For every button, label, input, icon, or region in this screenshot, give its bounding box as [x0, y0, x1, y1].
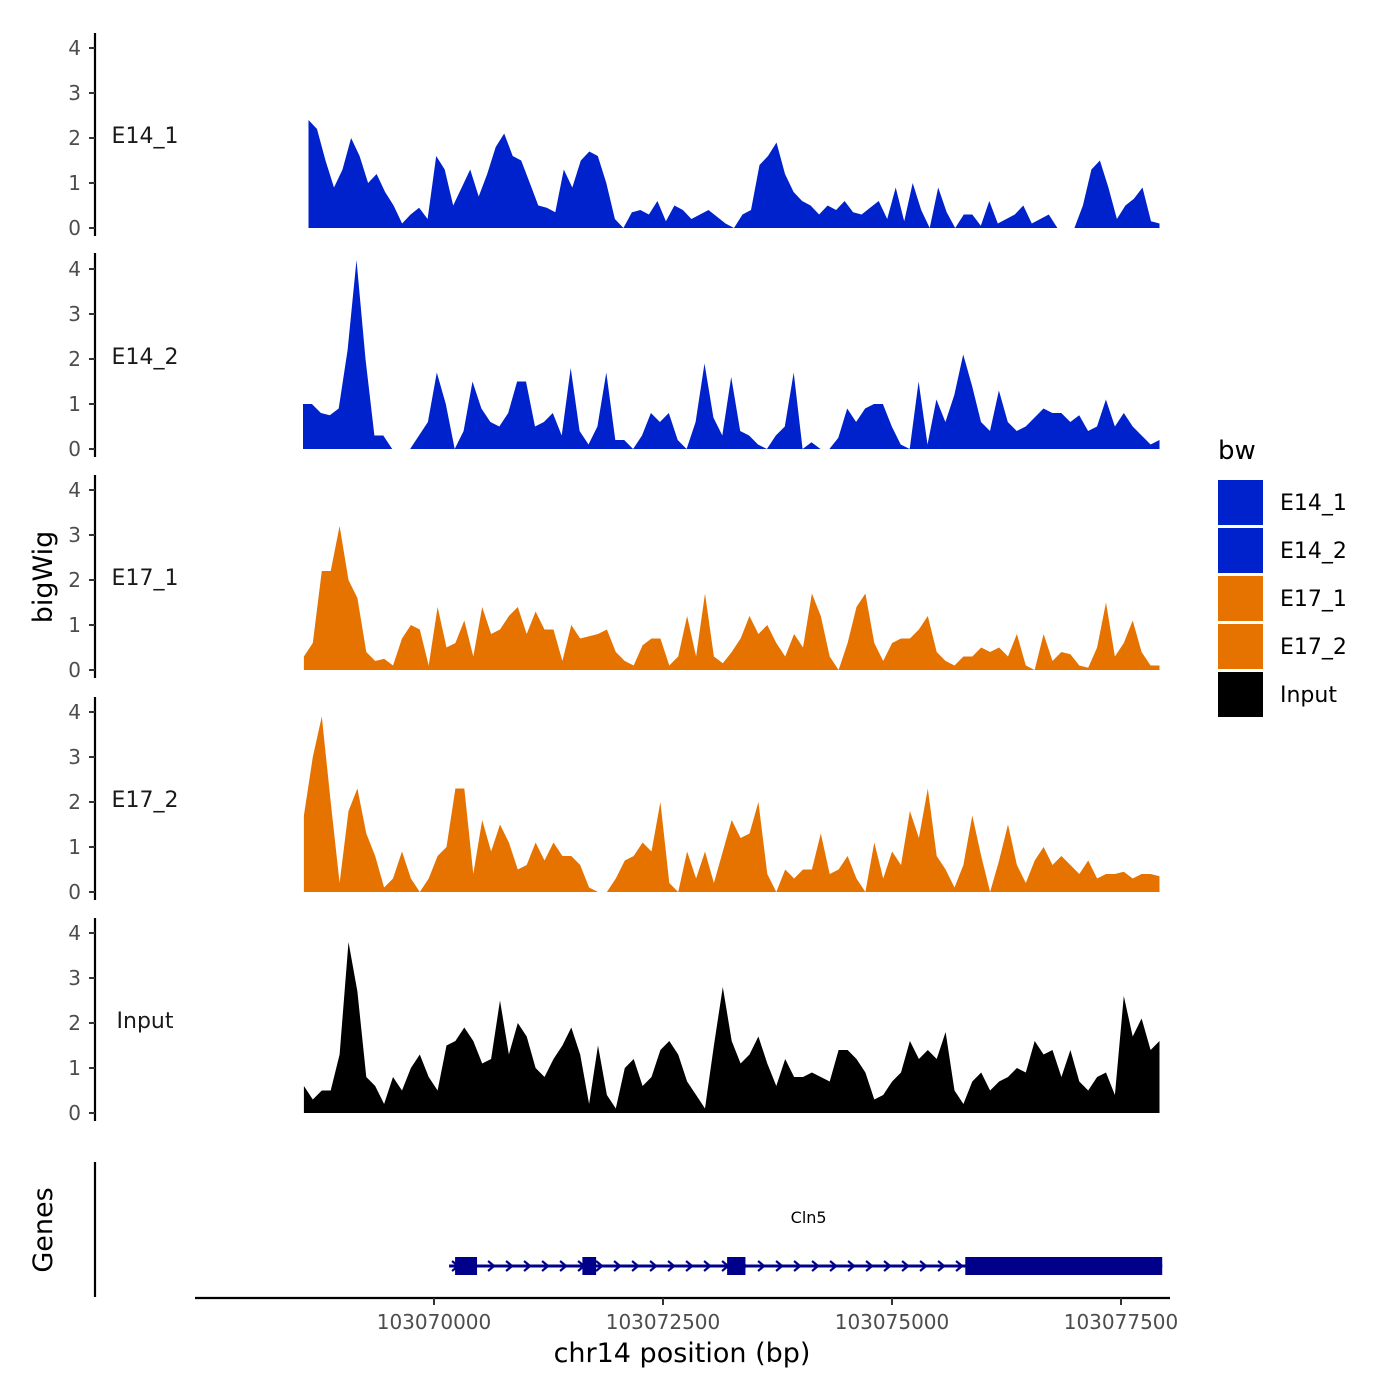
x-axis: 103070000 103072500 103075000 103077500: [195, 1296, 1179, 1334]
area-input: [303, 942, 1160, 1113]
y-tick-label: 4: [68, 700, 81, 724]
legend-swatch: [1218, 672, 1263, 717]
area-e17-1: [303, 526, 1160, 670]
strand-chevron: [595, 1260, 604, 1272]
legend: bw E14_1 E14_2 E17_1 E17_2 Input: [1218, 436, 1347, 717]
strand-chevron: [667, 1260, 676, 1272]
legend-swatch: [1218, 480, 1263, 525]
strand-chevron: [505, 1260, 514, 1272]
exon: [965, 1257, 1163, 1275]
exon: [582, 1257, 597, 1275]
track-label: E14_1: [112, 124, 179, 149]
y-tick-label: 2: [68, 347, 81, 371]
strand-chevron: [793, 1260, 802, 1272]
legend-swatch: [1218, 576, 1263, 621]
y-tick-label: 1: [68, 1056, 81, 1080]
y-tick-label: 2: [68, 568, 81, 592]
strand-chevron: [559, 1260, 568, 1272]
y-tick-label: 2: [68, 790, 81, 814]
legend-title: bw: [1218, 436, 1256, 466]
strand-chevron: [757, 1260, 766, 1272]
track-input: 0 1 2 3 4 Input: [68, 918, 1160, 1125]
strand-chevron: [775, 1260, 784, 1272]
area-e14-1: [308, 120, 1160, 228]
track-label: E14_2: [112, 345, 179, 370]
legend-swatch: [1218, 528, 1263, 573]
strand-chevron: [847, 1260, 856, 1272]
legend-label: E14_2: [1280, 539, 1347, 564]
legend-swatch: [1218, 624, 1263, 669]
y-tick-label: 3: [68, 302, 81, 326]
track-e17-2: 0 1 2 3 4 E17_2: [68, 697, 1160, 904]
track-label: Input: [117, 1009, 174, 1034]
strand-chevron: [955, 1260, 964, 1272]
x-tick-label: 103075000: [835, 1310, 950, 1334]
strand-chevron: [487, 1260, 496, 1272]
y-tick-label: 2: [68, 126, 81, 150]
track-e14-2: 0 1 2 3 4 E14_2: [68, 253, 1160, 461]
strand-chevron: [523, 1260, 532, 1272]
legend-label: E17_1: [1280, 587, 1347, 612]
track-e17-1: 0 1 2 3 4 E17_1: [68, 475, 1160, 682]
y-tick-label: 4: [68, 36, 81, 60]
x-tick-label: 103072500: [606, 1310, 721, 1334]
strand-chevron: [613, 1260, 622, 1272]
gene-name-label: Cln5: [791, 1208, 827, 1227]
strand-chevron: [541, 1260, 550, 1272]
strand-chevron: [829, 1260, 838, 1272]
y-tick-label: 0: [68, 880, 81, 904]
strand-chevron: [901, 1260, 910, 1272]
strand-chevron: [865, 1260, 874, 1272]
area-e17-2: [303, 716, 1160, 892]
area-e14-2: [303, 260, 1160, 449]
strand-chevron: [703, 1260, 712, 1272]
y-tick-label: 0: [68, 216, 81, 240]
y-tick-label: 3: [68, 81, 81, 105]
y-tick-label: 3: [68, 745, 81, 769]
strand-chevron: [919, 1260, 928, 1272]
legend-label: E14_1: [1280, 491, 1347, 516]
y-tick-label: 1: [68, 835, 81, 859]
x-axis-title: chr14 position (bp): [554, 1338, 811, 1369]
y-tick-label: 4: [68, 257, 81, 281]
x-tick-label: 103077500: [1064, 1310, 1179, 1334]
signal-tracks: 0 1 2 3 4 E14_1 0 1 2 3 4 E14_2 0 1 2 3 4 E17_1 0 1 2 3 4 E17_2…: [68, 33, 1160, 1125]
y-tick-label: 3: [68, 523, 81, 547]
exon: [727, 1257, 746, 1275]
strand-chevron: [883, 1260, 892, 1272]
strand-chevron: [685, 1260, 694, 1272]
y-tick-label: 0: [68, 658, 81, 682]
y-tick-label: 1: [68, 392, 81, 416]
y-tick-label: 4: [68, 478, 81, 502]
track-label: E17_1: [112, 566, 179, 591]
y-tick-label: 0: [68, 437, 81, 461]
y-axis-title: bigWig: [28, 531, 59, 624]
genes-axis-title: Genes: [28, 1187, 59, 1272]
strand-chevron: [811, 1260, 820, 1272]
track-e14-1: 0 1 2 3 4 E14_1: [68, 33, 1160, 240]
x-tick-label: 103070000: [377, 1310, 492, 1334]
exon: [455, 1257, 478, 1275]
track-label: E17_2: [112, 788, 179, 813]
gene-panel: Cln5: [93, 1162, 1163, 1297]
y-tick-label: 1: [68, 613, 81, 637]
y-tick-label: 2: [68, 1011, 81, 1035]
y-tick-label: 1: [68, 171, 81, 195]
y-tick-label: 4: [68, 921, 81, 945]
strand-chevron: [649, 1260, 658, 1272]
y-tick-label: 0: [68, 1101, 81, 1125]
strand-chevron: [631, 1260, 640, 1272]
legend-label: Input: [1280, 683, 1337, 708]
legend-label: E17_2: [1280, 635, 1347, 660]
strand-chevron: [937, 1260, 946, 1272]
y-tick-label: 3: [68, 966, 81, 990]
